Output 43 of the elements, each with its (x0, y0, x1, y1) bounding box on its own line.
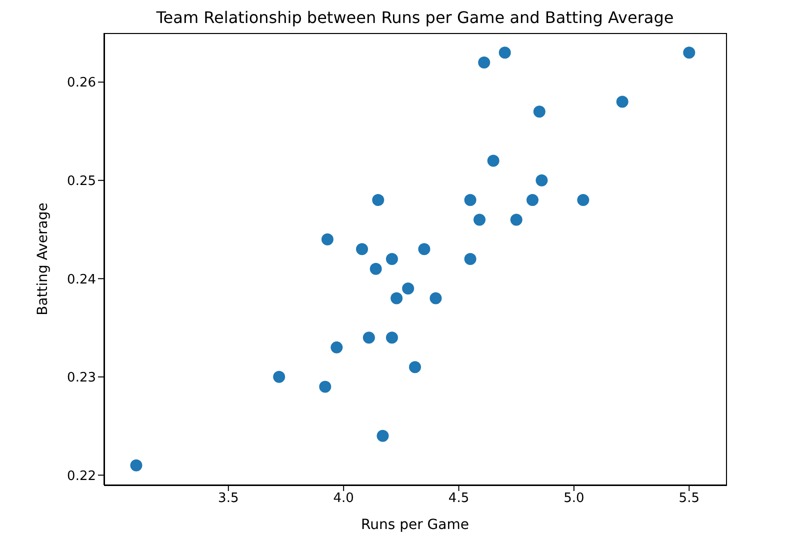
y-tick-label: 0.22 (67, 468, 96, 484)
x-axis-title: Runs per Game (361, 517, 469, 533)
point (362, 332, 375, 344)
x-tick-label: 4.0 (333, 491, 354, 506)
point (536, 174, 548, 186)
y-tick-label: 0.26 (67, 76, 96, 91)
point (402, 282, 414, 294)
point (130, 459, 142, 472)
point (386, 332, 398, 344)
y-tick-label: 0.23 (67, 370, 96, 386)
point (376, 430, 389, 442)
x-tick-label: 5.5 (678, 491, 700, 506)
point (321, 233, 334, 246)
point (464, 253, 476, 265)
point (526, 194, 538, 206)
y-tick-label: 0.24 (67, 272, 96, 288)
point (683, 46, 696, 59)
point (577, 194, 590, 206)
point (319, 380, 332, 393)
point (418, 243, 430, 256)
point (330, 341, 343, 354)
point (510, 214, 522, 226)
point (478, 56, 490, 68)
x-tick-label: 3.5 (218, 491, 239, 506)
point (430, 292, 442, 304)
point (487, 154, 500, 167)
point (474, 214, 486, 226)
x-tick-label: 5.0 (564, 491, 584, 506)
y-axis-title: Batting Average (34, 202, 51, 316)
point (356, 243, 368, 256)
point (533, 106, 546, 118)
point (370, 262, 382, 275)
point (409, 361, 421, 374)
chart-title: Team Relationship between Runs per Game and Batting Average (155, 8, 675, 27)
point (372, 194, 384, 206)
point (273, 370, 286, 383)
point (498, 46, 511, 59)
point (390, 292, 403, 304)
point (616, 96, 628, 108)
point (464, 194, 476, 206)
y-tick-label: 0.25 (67, 174, 96, 190)
point (386, 253, 398, 265)
x-tick-label: 4.5 (448, 491, 470, 506)
